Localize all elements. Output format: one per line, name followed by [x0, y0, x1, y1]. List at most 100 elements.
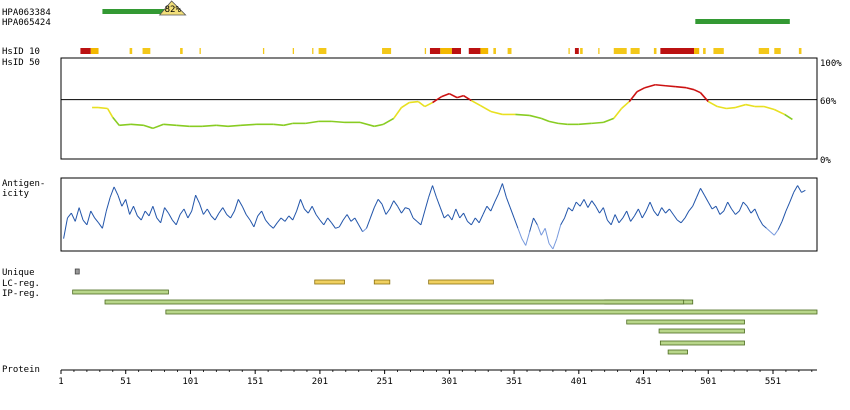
antigenicity-segment: [451, 208, 457, 221]
antigenicity-segment: [195, 194, 200, 204]
antigenicity-segment: [335, 226, 340, 229]
hsid10-segment: [713, 48, 724, 54]
antigenicity-segment: [564, 207, 569, 219]
antibody-bar-2: [695, 19, 790, 24]
antigenicity-segment: [727, 201, 732, 210]
pct-0-label: 0%: [820, 156, 831, 166]
hsid10-segment: [480, 48, 489, 54]
lc-region: [373, 279, 391, 285]
antigenicity-segment: [346, 214, 352, 222]
antigenicity-segment: [630, 215, 635, 222]
antigenicity-segment: [82, 219, 88, 226]
antigenicity-segment: [405, 207, 410, 210]
antigenicity-segment: [556, 224, 562, 239]
antibody-bar-1: [102, 9, 174, 14]
hsid50-segment: [409, 100, 419, 104]
hsid10-segment: [568, 48, 570, 54]
antigenicity-segment: [129, 206, 134, 215]
ip-region: [72, 289, 169, 295]
antigenicity-segment: [552, 238, 558, 250]
hsid10-segment: [382, 48, 392, 54]
axis-tick-label: 251: [376, 377, 392, 387]
antigenicity-segment: [599, 207, 604, 214]
antigenicity-segment: [560, 217, 566, 226]
antigenicity-segment: [606, 219, 612, 226]
antigenicity-segment: [311, 206, 317, 215]
hsid50-segment: [240, 123, 257, 127]
axis-tick-label: 151: [247, 377, 263, 387]
antigenicity-label-1: Antigen-: [2, 179, 45, 189]
hsid50-segment: [655, 83, 666, 87]
antigenicity-segment: [536, 224, 542, 236]
axis-tick-label: 201: [312, 377, 328, 387]
hsid10-segment: [468, 48, 481, 54]
lc-region: [428, 279, 494, 285]
antigenicity-segment: [711, 205, 717, 210]
antigenicity-segment: [595, 205, 600, 214]
hsid10-segment: [262, 48, 265, 54]
antigenicity-segment: [742, 201, 748, 207]
antigenicity-segment: [140, 210, 146, 221]
antigenicity-segment: [144, 210, 150, 217]
antigenicity-segment: [758, 217, 764, 226]
hsid50-segment: [106, 108, 114, 118]
hsid10-segment: [598, 48, 600, 54]
antigenicity-segment: [354, 217, 360, 226]
antigenicity-segment: [738, 201, 744, 212]
antigenicity-segment: [571, 201, 577, 212]
hsid50-segment: [417, 100, 426, 108]
antigenicity-segment: [397, 205, 402, 214]
antigenicity-segment: [773, 229, 779, 236]
antigenicity-segment: [416, 221, 422, 226]
hsid50-segment: [393, 107, 403, 119]
antigenicity-segment: [420, 210, 426, 225]
antigenicity-segment: [610, 214, 616, 226]
antigenicity-segment: [191, 195, 197, 212]
axis-tick-label: 451: [635, 377, 651, 387]
antigenicity-segment: [680, 217, 686, 224]
antigenicity-segment: [568, 207, 573, 212]
hsid50-segment: [699, 92, 709, 103]
hsid50-segment: [176, 124, 190, 128]
antigenicity-segment: [735, 210, 740, 215]
antigenicity-frame: [60, 177, 818, 252]
antigenicity-segment: [731, 208, 736, 215]
ip-region: [104, 299, 685, 305]
hsid50-segment: [540, 117, 550, 123]
ip-reg-label: IP-reg.: [2, 289, 40, 299]
hsid50-segment: [707, 100, 718, 108]
antigenicity-segment: [719, 210, 725, 215]
antigenicity-segment: [583, 199, 589, 208]
antigenicity-segment: [478, 214, 484, 223]
antigenicity-segment: [529, 217, 534, 232]
antigenicity-segment: [98, 222, 103, 229]
antigenicity-segment: [435, 197, 441, 208]
antigenicity-segment: [78, 207, 84, 221]
antigenicity-segment: [793, 185, 799, 193]
antigenicity-segment: [133, 206, 138, 217]
overlap-badge-label: 82%: [165, 5, 182, 15]
antigenicity-segment: [467, 221, 472, 226]
antigenicity-segment: [331, 222, 336, 229]
axis-tick-label: 401: [571, 377, 587, 387]
hsid10-segment: [440, 48, 452, 54]
antigenicity-segment: [474, 217, 480, 224]
antigenicity-segment: [86, 210, 92, 225]
antigenicity-segment: [338, 219, 344, 228]
region-tracks: [72, 268, 818, 355]
hsid50-segment: [591, 121, 604, 125]
antigenicity-segment: [323, 217, 329, 226]
hsid50-segment: [686, 86, 695, 91]
hsid50-segment: [359, 121, 375, 128]
antigenicity-segment: [210, 215, 216, 221]
hsid50-frame: [60, 57, 818, 160]
antigenicity-segment: [509, 207, 515, 219]
antigenicity-label-2: icity: [2, 189, 30, 199]
antigenicity-segment: [770, 231, 775, 236]
antigenicity-segment: [160, 207, 166, 223]
hsid50-segment: [163, 123, 177, 127]
hsid10-label: HsID 10: [2, 47, 40, 57]
hsid50-segment: [773, 108, 785, 116]
hsid50-segment: [620, 100, 630, 110]
hsid10-segment: [142, 48, 151, 54]
